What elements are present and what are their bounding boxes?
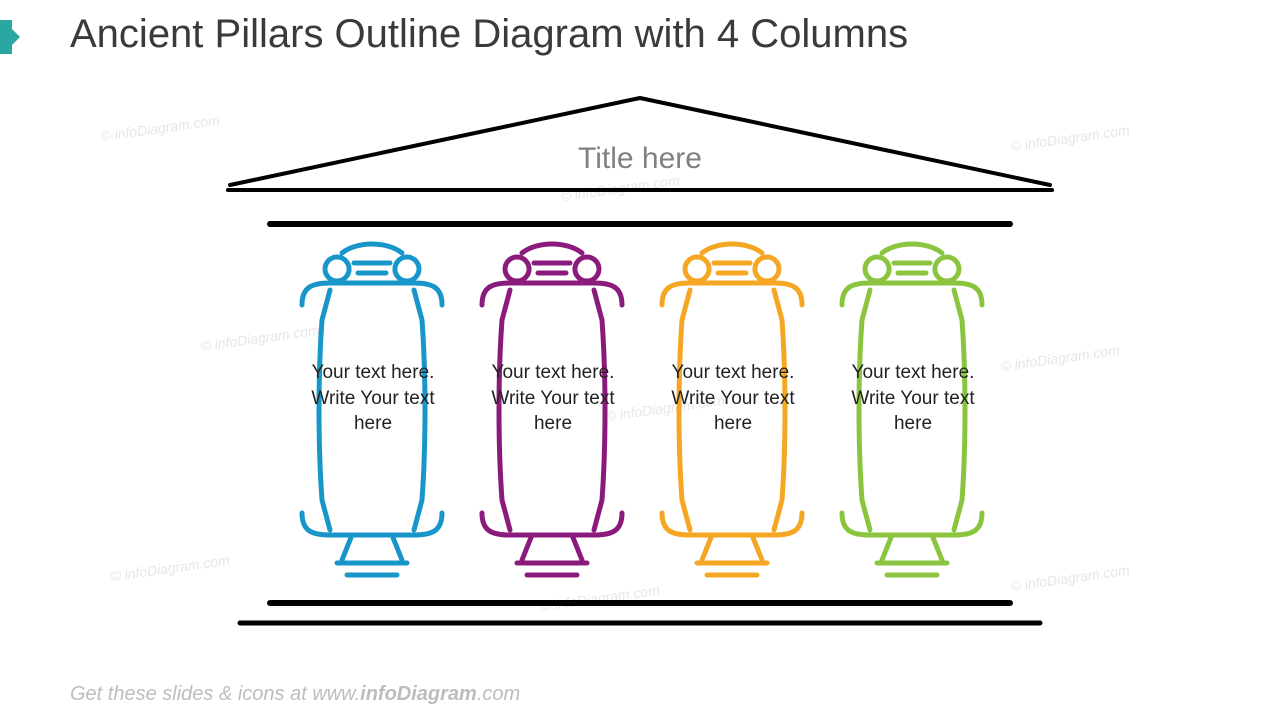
- base-icon: [210, 595, 1070, 635]
- footer-suffix: .com: [477, 683, 520, 705]
- footer-bold: infoDiagram: [360, 683, 477, 705]
- footer-prefix: Get these slides & icons at www.: [70, 683, 360, 705]
- pillar-text: Your text here. Write Your text here: [658, 360, 808, 437]
- slide-title: Ancient Pillars Outline Diagram with 4 C…: [70, 12, 908, 57]
- beam-icon: [210, 216, 1070, 236]
- roof-title: Title here: [210, 142, 1070, 176]
- footer-text: Get these slides & icons at www.infoDiag…: [70, 683, 520, 706]
- pillar-diagram: Title here: [210, 90, 1070, 650]
- pillar-text: Your text here. Write Your text here: [298, 360, 448, 437]
- pillar-text: Your text here. Write Your text here: [478, 360, 628, 437]
- watermark: © infoDiagram.com: [99, 112, 220, 145]
- accent-tab: [0, 20, 12, 54]
- pillar-text: Your text here. Write Your text here: [838, 360, 988, 437]
